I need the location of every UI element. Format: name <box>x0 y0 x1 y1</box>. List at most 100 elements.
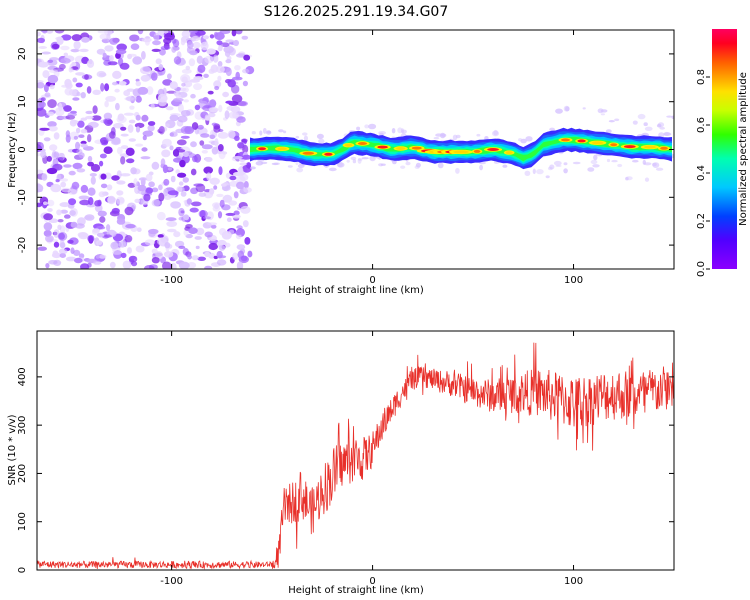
noise-blob <box>79 48 89 53</box>
noise-blob <box>232 214 241 219</box>
noise-blob <box>192 41 201 49</box>
noise-blob <box>181 30 191 38</box>
noise-blob <box>80 263 90 269</box>
noise-blob <box>235 230 243 235</box>
noise-blob <box>68 198 77 206</box>
noise-blob <box>70 119 79 125</box>
halo-blob <box>296 167 304 173</box>
halo-blob <box>524 170 531 176</box>
noise-blob <box>107 61 118 66</box>
noise-blob <box>67 112 78 117</box>
noise-blob <box>39 127 50 131</box>
hotspot <box>411 146 422 150</box>
noise-blob <box>43 201 48 205</box>
noise-blob <box>45 235 54 243</box>
noise-blob <box>167 167 173 171</box>
noise-blob <box>191 255 199 261</box>
noise-blob <box>110 241 119 250</box>
noise-blob <box>195 245 200 250</box>
noise-blob <box>190 93 196 99</box>
noise-blob <box>120 173 131 177</box>
noise-blob <box>109 55 114 62</box>
noise-blob <box>96 232 105 237</box>
noise-blob <box>145 187 154 194</box>
noise-blob <box>244 237 251 245</box>
hotspot <box>258 147 266 151</box>
noise-blob <box>177 149 186 153</box>
hotspot <box>591 141 604 145</box>
noise-blob <box>99 216 106 223</box>
noise-blob <box>207 112 216 118</box>
halo-blob <box>433 136 440 140</box>
noise-blob <box>60 209 68 214</box>
noise-blob <box>123 112 135 116</box>
noise-blob <box>141 114 149 122</box>
noise-blob <box>37 152 41 157</box>
noise-blob <box>45 263 50 269</box>
halo-blob <box>491 130 500 137</box>
noise-blob <box>69 210 76 216</box>
noise-blob <box>116 180 126 185</box>
noise-blob <box>225 212 236 216</box>
noise-blob <box>188 227 198 234</box>
noise-blob <box>37 202 42 208</box>
noise-blob <box>75 72 85 76</box>
noise-blob <box>225 59 232 64</box>
noise-blob <box>176 139 187 146</box>
noise-blob <box>116 116 127 124</box>
noise-blob <box>46 155 52 162</box>
noise-blob <box>54 30 65 34</box>
noise-blob <box>57 224 62 230</box>
halo-blob <box>532 168 536 175</box>
halo-blob <box>590 159 598 165</box>
halo-blob <box>415 162 421 168</box>
noise-blob <box>151 248 158 254</box>
noise-blob <box>158 184 163 191</box>
noise-blob <box>242 80 248 87</box>
halo-blob <box>437 162 444 169</box>
noise-blob <box>193 83 203 91</box>
noise-blob <box>151 187 159 193</box>
noise-blob <box>177 172 187 178</box>
noise-blob <box>177 115 188 123</box>
noise-blob <box>37 246 47 251</box>
noise-blob <box>232 76 243 81</box>
snr-axes: -100 0 100 0 100 200 300 400 <box>17 331 674 587</box>
noise-blob <box>85 115 94 120</box>
halo-blob <box>606 158 611 163</box>
noise-blob <box>125 224 136 229</box>
noise-blob <box>40 150 47 158</box>
noise-blob <box>231 84 240 94</box>
noise-blob <box>98 254 107 259</box>
noise-blob <box>153 32 160 42</box>
noise-blob <box>59 253 66 258</box>
noise-blob <box>211 146 219 155</box>
noise-blob <box>47 208 53 212</box>
noise-blob <box>151 161 160 170</box>
noise-blob <box>59 202 70 208</box>
noise-blob <box>141 147 148 152</box>
noise-blob <box>71 61 77 67</box>
noise-blob <box>96 225 106 230</box>
noise-blob <box>183 229 189 236</box>
noise-blob <box>217 61 223 67</box>
halo-blob <box>617 163 623 168</box>
noise-blob <box>241 35 249 40</box>
noise-blob <box>190 168 197 176</box>
noise-blob <box>173 97 184 102</box>
halo-blob <box>303 135 308 142</box>
halo-blob <box>555 108 563 114</box>
noise-blob <box>185 224 193 229</box>
noise-blob <box>84 74 89 80</box>
noise-blob <box>192 155 198 163</box>
noise-blob <box>60 57 71 64</box>
ridge-band <box>250 136 672 162</box>
noise-blob <box>207 90 214 95</box>
noise-blob <box>38 101 46 108</box>
halo-blob <box>297 164 305 168</box>
noise-blob <box>209 177 220 185</box>
noise-blob <box>180 135 190 139</box>
noise-blob <box>50 183 62 193</box>
noise-blob <box>206 48 216 55</box>
